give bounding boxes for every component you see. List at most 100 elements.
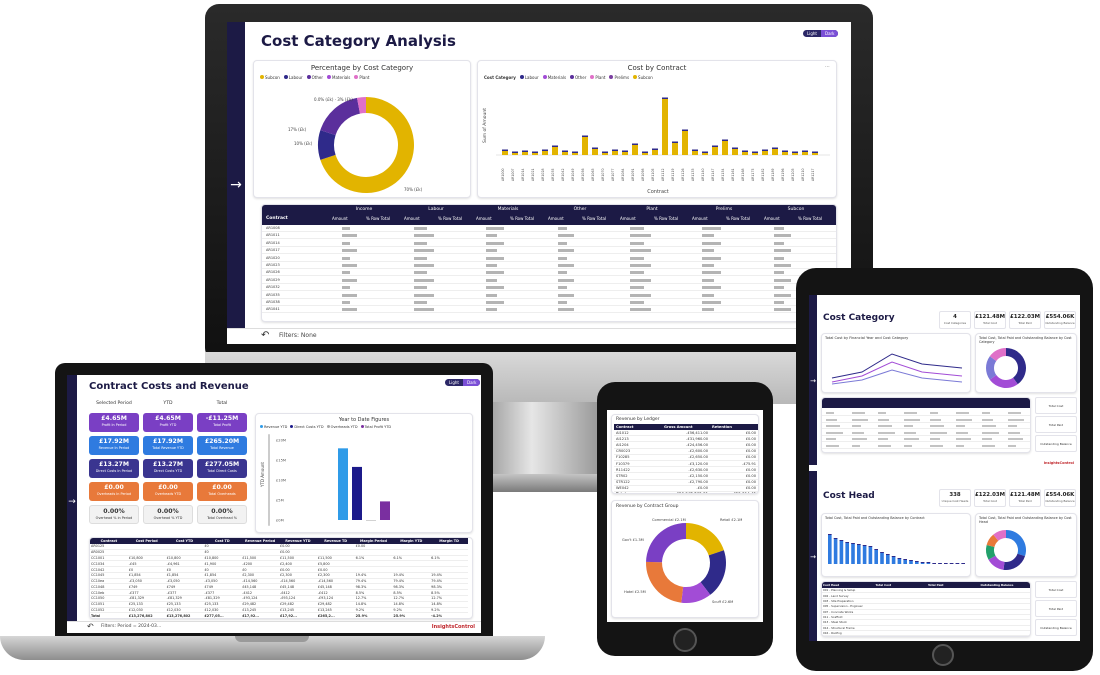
bar-segment[interactable]	[772, 147, 778, 150]
table-row[interactable]	[822, 430, 1030, 436]
column-header[interactable]: Revenue YTD	[278, 538, 317, 544]
bar-segment[interactable]	[702, 151, 708, 154]
donut-slice[interactable]	[646, 561, 684, 603]
bar[interactable]	[845, 542, 849, 564]
bar[interactable]	[868, 546, 873, 564]
legend-item[interactable]: Plant	[354, 75, 369, 80]
table-row[interactable]: AR1008	[262, 225, 836, 232]
bar[interactable]	[702, 153, 708, 155]
range-slider[interactable]	[268, 434, 270, 526]
bar-segment[interactable]	[632, 143, 638, 146]
bar-segment[interactable]	[897, 558, 902, 559]
column-header[interactable]: Revenue TD	[316, 538, 355, 544]
side-card[interactable]: Total Cost	[1035, 581, 1077, 598]
legend-item[interactable]: Labour	[519, 75, 539, 80]
donut-slice[interactable]	[320, 97, 414, 193]
bar[interactable]	[602, 153, 608, 155]
donut-slice[interactable]	[989, 348, 1006, 361]
column-header[interactable]: Total Cost	[874, 582, 927, 588]
table-row[interactable]: CC1048 £749 £749 £749 £45,148 £45,148 £45,148 9…	[90, 583, 468, 591]
kpi-tile[interactable]: 338 Unique Cost Heads	[939, 489, 971, 507]
bar[interactable]	[542, 151, 548, 155]
column-header[interactable]: Gross Amount	[662, 424, 710, 430]
legend-item[interactable]: Subcon	[633, 75, 653, 80]
table-row[interactable]: STR122 -£2,790.00 £0.00	[614, 479, 758, 486]
column-header[interactable]: Margin Period	[354, 538, 393, 544]
back-icon[interactable]: ↶	[87, 622, 94, 631]
kpi-tile[interactable]: £121.48M Total Paid	[1009, 489, 1041, 507]
bar-segment[interactable]	[802, 150, 808, 153]
bar-segment[interactable]	[944, 563, 948, 564]
bar[interactable]	[552, 147, 558, 155]
donut-slice[interactable]	[686, 523, 724, 556]
donut-slice[interactable]	[986, 534, 999, 548]
table-row[interactable]	[822, 417, 1030, 423]
bar[interactable]	[742, 152, 748, 155]
table-row[interactable]: 016 - Roofing	[822, 630, 1030, 636]
bar-segment[interactable]	[622, 150, 628, 153]
kpi-tile[interactable]: £122.03M Total Cost	[974, 489, 1006, 507]
bar-segment[interactable]	[562, 150, 568, 153]
table-row[interactable]: AR1041	[262, 306, 836, 314]
bar[interactable]	[802, 152, 808, 155]
kpi-tile[interactable]: £0.00 Overheads YTD	[143, 482, 193, 501]
table-row[interactable]: 003 - Site Preparation	[822, 598, 1030, 605]
bar-segment[interactable]	[903, 559, 907, 560]
legend-item[interactable]: Overheads YTD	[326, 425, 358, 429]
kpi-tile[interactable]: £4.65M Profit YTD	[143, 413, 193, 432]
table-row[interactable]: CC1045 £1,854 £1,854 £1,854 £2,300 £2,300 £2,3…	[90, 572, 468, 579]
bar[interactable]	[752, 153, 758, 155]
bar[interactable]	[692, 151, 698, 155]
bar[interactable]	[722, 141, 728, 155]
bar-segment[interactable]	[828, 534, 832, 535]
bar-segment[interactable]	[938, 563, 942, 564]
table-row[interactable]: 014 - Structural Frame	[822, 625, 1030, 632]
legend-item[interactable]: Direct Costs YTD	[290, 425, 324, 429]
bar-segment[interactable]	[891, 556, 896, 557]
back-icon[interactable]: ↶	[261, 330, 270, 341]
column-header[interactable]: Margin YTD	[392, 538, 431, 544]
column-header[interactable]: Revenue Period	[241, 538, 279, 544]
toggle-dark[interactable]: Dark	[820, 30, 839, 37]
table-row[interactable]: CC10eb -£377 -£377 -£377 -£412 -£412 -£412 8.5%…	[90, 589, 468, 597]
bar[interactable]	[915, 561, 919, 564]
table-row[interactable]: AR1023	[262, 262, 836, 269]
table-row[interactable]: 011 - Scaffold	[822, 614, 1030, 621]
bar-segment[interactable]	[862, 545, 867, 546]
donut-slice[interactable]	[1006, 530, 1026, 557]
column-header[interactable]: Cost TD	[203, 538, 242, 544]
kpi-tile[interactable]: £17.92M Revenue In Period	[89, 436, 139, 455]
kpi-tile[interactable]: £277.05M Total Direct Costs	[197, 459, 247, 478]
bar[interactable]	[532, 153, 538, 155]
bar-segment[interactable]	[839, 540, 844, 541]
legend-item[interactable]: Other	[570, 75, 586, 80]
bar[interactable]	[732, 149, 738, 155]
expand-arrow-icon[interactable]: →	[810, 553, 816, 561]
bar-segment[interactable]	[792, 151, 798, 154]
bar[interactable]	[642, 153, 648, 155]
bar[interactable]	[862, 545, 867, 564]
expand-arrow-icon[interactable]: →	[230, 177, 242, 193]
bar-segment[interactable]	[672, 141, 678, 144]
bar[interactable]	[582, 137, 588, 155]
side-card[interactable]: Outstanding Balance	[1035, 435, 1077, 452]
kpi-tile[interactable]: 4 Cost Categories	[939, 311, 971, 329]
bar-segment[interactable]	[868, 546, 873, 547]
bar-segment[interactable]	[512, 151, 518, 154]
bar-segment[interactable]	[602, 151, 608, 154]
bar[interactable]	[380, 501, 390, 520]
column-header[interactable]: Retention	[710, 424, 758, 430]
legend-item[interactable]: Subcon	[260, 75, 280, 80]
donut-slice[interactable]	[1006, 348, 1026, 385]
kpi-tile[interactable]: £13.27M Direct Costs YTD	[143, 459, 193, 478]
bar[interactable]	[891, 556, 896, 564]
bar-segment[interactable]	[652, 148, 658, 151]
bar[interactable]	[712, 147, 718, 155]
side-card[interactable]: Total Cost	[1035, 397, 1077, 414]
table-row[interactable]: AR1020	[262, 255, 836, 262]
bar-segment[interactable]	[722, 139, 728, 142]
bar[interactable]	[857, 544, 861, 564]
bar-segment[interactable]	[915, 561, 919, 562]
donut-slice[interactable]	[320, 97, 361, 136]
bar-segment[interactable]	[612, 149, 618, 152]
